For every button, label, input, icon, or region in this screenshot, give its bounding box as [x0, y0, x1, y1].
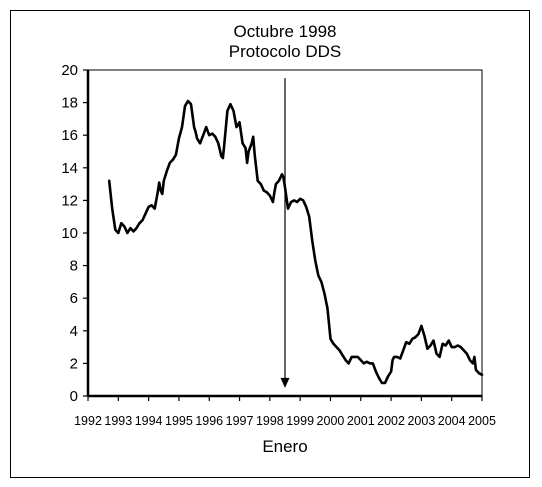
chart-title: Octubre 1998	[233, 22, 336, 41]
y-tick-label: 4	[70, 323, 78, 340]
x-tick-label: 1994	[135, 414, 163, 428]
x-tick-label: 1995	[165, 414, 193, 428]
y-ticks: 0 2 4 6 8 10 12 14 16 18 20	[61, 62, 88, 405]
x-tick-label: 1997	[226, 414, 254, 428]
y-tick-label: 0	[70, 388, 78, 405]
y-tick-label: 2	[70, 355, 78, 372]
series-group	[107, 99, 484, 385]
y-tick-label: 10	[61, 225, 78, 242]
x-tick-label: 1999	[286, 414, 314, 428]
x-axis-label: Enero	[262, 437, 307, 456]
y-tick-label: 18	[61, 95, 78, 112]
x-tick-label: 2004	[438, 414, 466, 428]
x-tick-label: 1992	[74, 414, 102, 428]
x-ticks: 1992 1993 1994 1995 1996 1997 1998 1999 2000 2001…	[74, 396, 496, 428]
chart-frame	[10, 10, 530, 478]
x-tick-label: 2000	[317, 414, 345, 428]
x-tick-label: 1993	[104, 414, 132, 428]
y-tick-label: 8	[70, 258, 78, 275]
x-tick-label: 2002	[377, 414, 405, 428]
annotation-arrow-head	[280, 377, 290, 388]
x-tick-label: 1996	[195, 414, 223, 428]
y-tick-label: 16	[61, 127, 78, 144]
y-tick-label: 6	[70, 290, 78, 307]
series-line	[107, 99, 484, 385]
chart-subtitle: Protocolo DDS	[229, 42, 341, 61]
annotation	[280, 78, 290, 388]
y-tick-label: 20	[61, 62, 78, 79]
x-tick-label: 2005	[468, 414, 496, 428]
y-tick-label: 12	[61, 192, 78, 209]
x-tick-label: 2001	[347, 414, 375, 428]
x-tick-label: 1998	[256, 414, 284, 428]
x-tick-label: 2003	[407, 414, 435, 428]
y-tick-label: 14	[61, 160, 78, 177]
